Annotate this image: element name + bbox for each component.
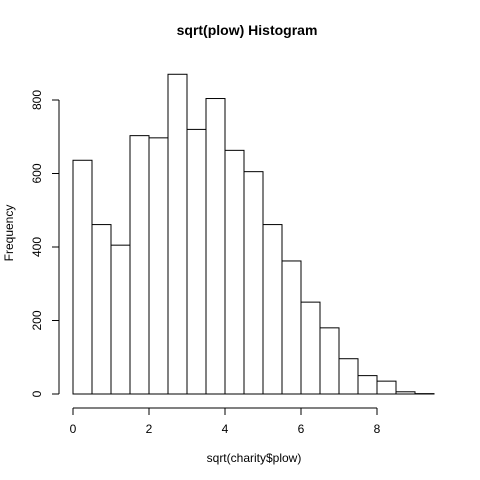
- histogram-bar: [338, 358, 359, 395]
- histogram-bar: [319, 327, 340, 395]
- histogram-bar: [376, 380, 397, 395]
- histogram-bar: [262, 224, 283, 395]
- x-tick-label: 8: [374, 422, 381, 436]
- histogram-bar: [167, 73, 188, 395]
- histogram-bar: [357, 375, 378, 395]
- y-axis-label: Frequency: [2, 205, 16, 262]
- x-tick-label: 6: [298, 422, 305, 436]
- x-tick-label: 0: [70, 422, 77, 436]
- histogram-bar: [91, 224, 112, 395]
- x-tick-label: 2: [146, 422, 153, 436]
- y-tick-label: 400: [30, 237, 44, 257]
- histogram-bar: [148, 137, 169, 395]
- y-tick-label: 0: [30, 390, 44, 397]
- histogram-bar: [243, 171, 264, 395]
- bars-group: [72, 73, 435, 395]
- y-tick-label: 600: [30, 163, 44, 183]
- y-tick-label: 200: [30, 310, 44, 330]
- histogram-bar: [205, 98, 226, 395]
- histogram-bar: [186, 128, 207, 395]
- y-axis: 0 200 400 600 800: [30, 90, 60, 397]
- histogram-bar: [281, 260, 302, 395]
- x-tick-label: 4: [222, 422, 229, 436]
- histogram-bar: [300, 301, 321, 395]
- histogram-bar: [224, 149, 245, 395]
- y-tick-label: 800: [30, 90, 44, 110]
- chart-title: sqrt(plow) Histogram: [177, 22, 318, 38]
- x-axis: 0 2 4 6 8: [70, 407, 381, 436]
- x-axis-label: sqrt(charity$plow): [207, 451, 302, 465]
- histogram-bar: [395, 391, 416, 395]
- histogram-bar: [72, 159, 93, 395]
- histogram-bar: [110, 244, 131, 395]
- histogram-bar: [129, 135, 150, 395]
